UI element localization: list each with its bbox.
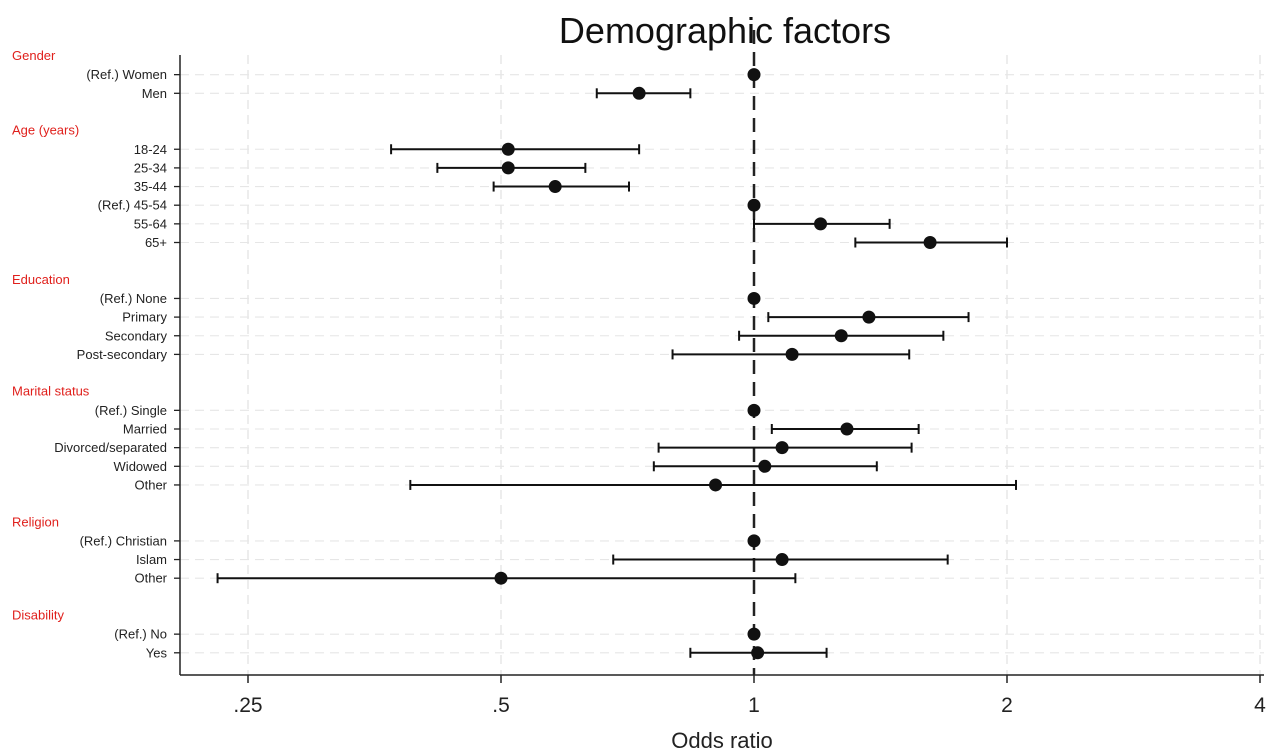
chart-title: Demographic factors	[558, 10, 892, 51]
section-label: Religion	[12, 514, 59, 529]
row-label: Islam	[136, 552, 167, 567]
section-label: Gender	[12, 48, 56, 63]
point-estimate	[501, 161, 515, 175]
point-estimate	[747, 68, 761, 82]
point-estimate	[923, 236, 937, 249]
point-estimate	[747, 198, 761, 212]
row-label: 25-34	[134, 160, 167, 175]
row-label: Married	[123, 422, 167, 437]
section-label: Age (years)	[12, 123, 79, 138]
row-label: 55-64	[134, 216, 167, 231]
point-estimate	[501, 142, 515, 156]
section-label: Education	[12, 272, 70, 287]
row-label: Secondary	[105, 328, 168, 343]
point-estimate	[747, 403, 761, 417]
point-estimate	[758, 459, 772, 473]
row-label: (Ref.) None	[100, 291, 167, 306]
x-axis-ticks: .25 .5 1 2 4	[233, 675, 1266, 717]
point-estimate	[747, 291, 761, 305]
point-estimate	[834, 329, 848, 343]
point-estimate	[632, 86, 646, 100]
row-label: (Ref.) Christian	[80, 533, 167, 548]
point-estimate	[775, 441, 789, 455]
plot-frame	[179, 55, 1264, 676]
x-tick-label: .5	[492, 694, 510, 717]
point-estimate	[494, 571, 508, 585]
grid-lines	[180, 55, 1264, 675]
row-label: Other	[134, 571, 167, 586]
x-tick-label: .25	[233, 694, 262, 717]
point-estimate	[751, 646, 765, 660]
row-label: 18-24	[134, 142, 167, 157]
row-label: Primary	[122, 310, 167, 325]
point-estimate	[747, 627, 761, 641]
point-estimate	[814, 217, 828, 231]
row-label: Widowed	[114, 459, 167, 474]
row-label: 65+	[145, 235, 167, 250]
x-axis-title: Odds ratio	[671, 728, 773, 753]
x-tick-label: 4	[1254, 694, 1266, 717]
section-label: Disability	[12, 608, 65, 623]
point-estimate	[862, 310, 876, 324]
row-label: (Ref.) Single	[95, 403, 167, 418]
x-tick-label: 1	[748, 694, 760, 717]
row-label: Yes	[146, 645, 168, 660]
row-label: Divorced/separated	[54, 440, 167, 455]
row-labels: Gender Age (years) Education Marital status…	[12, 48, 180, 660]
row-label: (Ref.) No	[114, 627, 167, 642]
point-estimate	[840, 422, 854, 436]
row-label: Men	[142, 86, 167, 101]
row-label: 35-44	[134, 179, 167, 194]
row-label: (Ref.) 45-54	[98, 198, 167, 213]
row-label: (Ref.) Women	[86, 67, 167, 82]
row-label: Post-secondary	[77, 347, 168, 362]
point-estimate	[785, 347, 799, 361]
point-estimate	[548, 180, 562, 194]
data-marks	[216, 68, 1018, 660]
row-label: Other	[134, 477, 167, 492]
x-tick-label: 2	[1001, 694, 1013, 717]
point-estimate	[709, 478, 723, 492]
point-estimate	[747, 534, 761, 548]
section-label: Marital status	[12, 384, 90, 399]
point-estimate	[775, 553, 789, 567]
